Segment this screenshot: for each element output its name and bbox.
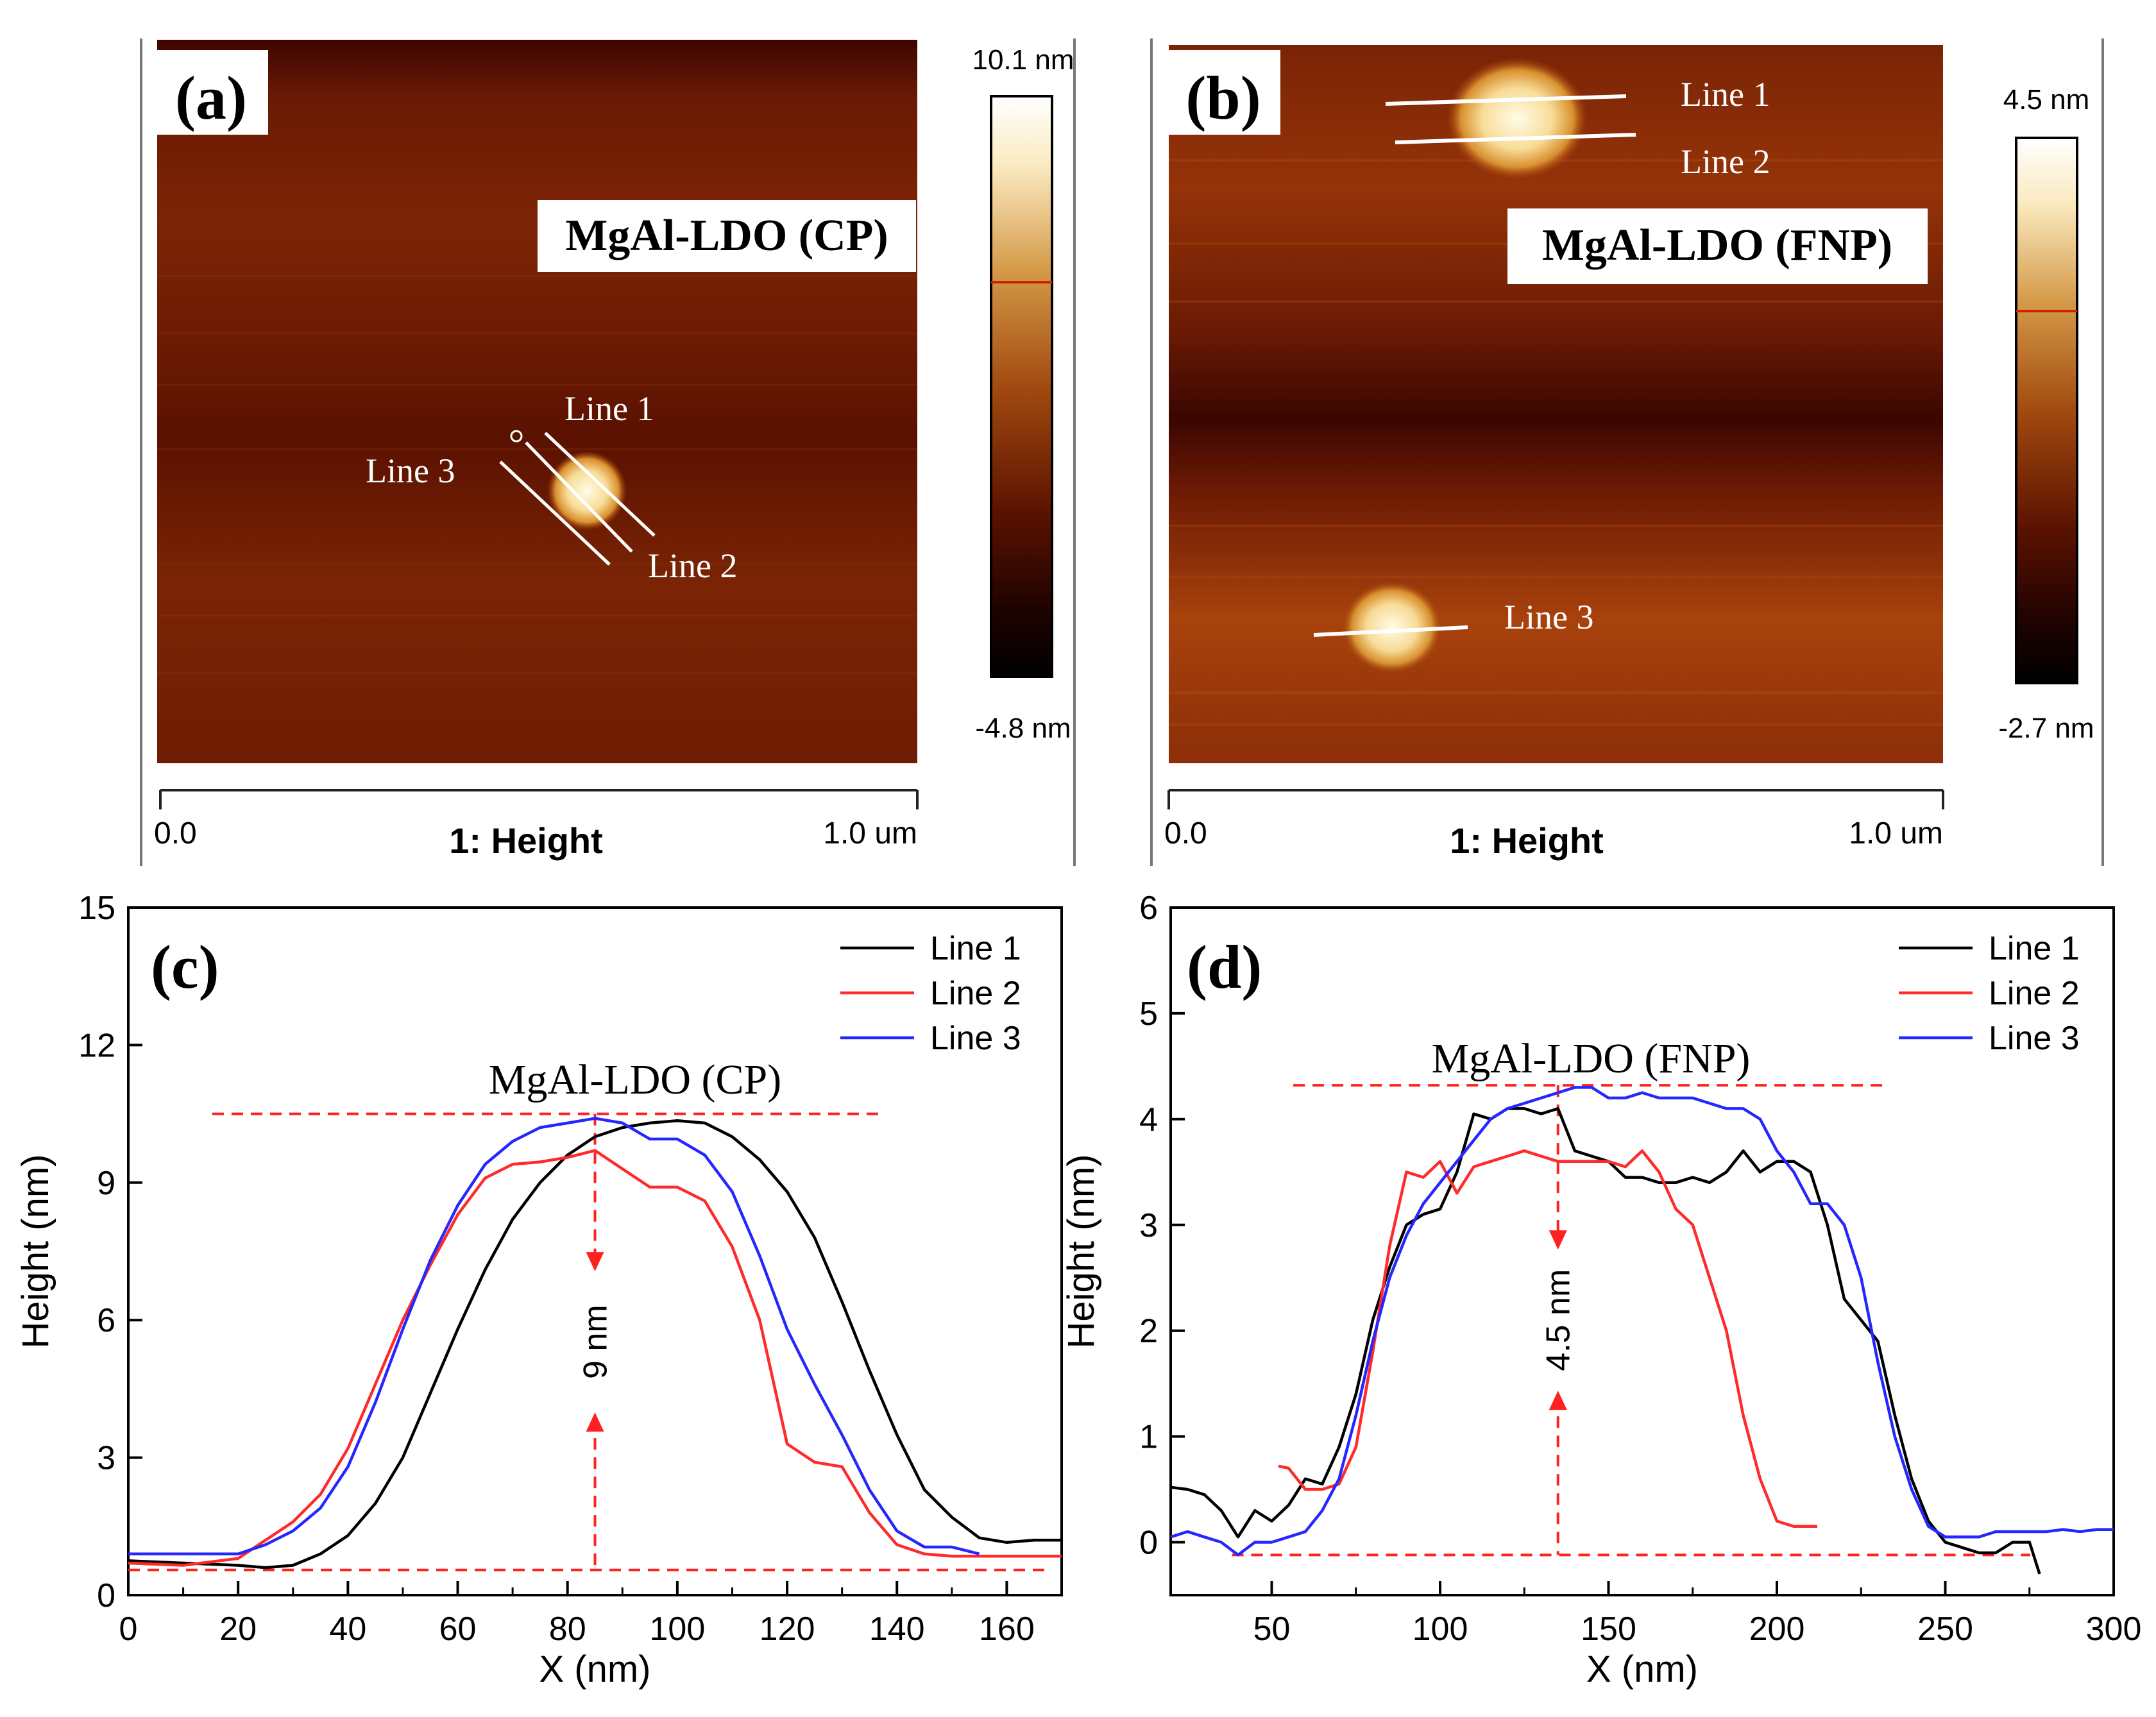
legend-label-1: Line 1	[1989, 930, 2080, 967]
y-tick-label: 4	[1139, 1101, 1158, 1138]
x-tick-label: 160	[979, 1611, 1035, 1648]
chart-c: 0 20 40 60 80 100 120 140 160 0 3 6 9 12 15 X (nm) Heigh…	[15, 890, 1063, 1690]
y-tick-label: 1	[1139, 1419, 1158, 1456]
y-tick-label: 6	[1139, 890, 1158, 927]
afm-scan-lines-a	[157, 275, 917, 675]
x-tick-label: 40	[329, 1611, 366, 1648]
panel-a-sample-label: MgAl-LDO (CP)	[565, 211, 888, 260]
panel-b-tag: (b)	[1185, 63, 1260, 132]
panel-a-line2-label: Line 2	[648, 546, 737, 585]
color-scale-a-max: 10.1 nm	[972, 44, 1074, 76]
panel-b-line3-label: Line 3	[1504, 598, 1593, 636]
series-line-1	[1170, 1107, 2041, 1575]
x-tick-label: 20	[219, 1611, 257, 1648]
x-tick-label: 140	[869, 1611, 925, 1648]
series-line-3	[128, 1117, 980, 1555]
profile-marker-a	[510, 430, 523, 443]
annotation-arrowhead-down	[586, 1252, 604, 1272]
legend-label-3: Line 3	[1989, 1020, 2080, 1057]
scale-axis-b	[1167, 789, 1944, 809]
annotation-arrowhead-up	[586, 1412, 604, 1432]
panel-b-axis-start: 0.0	[1164, 816, 1207, 850]
panel-a-line3-label: Line 3	[366, 452, 455, 490]
y-tick-label: 0	[97, 1577, 115, 1614]
panel-b-sample-label: MgAl-LDO (FNP)	[1542, 221, 1892, 270]
plot-frame	[127, 906, 1063, 1596]
afm-image-a	[157, 40, 917, 763]
annotation-arrowhead-down	[1549, 1230, 1567, 1250]
color-scale-b	[2015, 137, 2078, 684]
panel-b-axis-title: 1: Height	[1450, 820, 1604, 861]
x-tick-label: 0	[119, 1611, 138, 1648]
panel-b-line1-label: Line 1	[1681, 75, 1770, 114]
color-scale-a-min: -4.8 nm	[975, 713, 1071, 744]
panel-a-tag: (a)	[175, 63, 247, 132]
profile-lines-a	[499, 432, 656, 566]
color-scale-b-max: 4.5 nm	[2003, 84, 2090, 115]
x-tick-label: 60	[439, 1611, 477, 1648]
panel-a-axis-end: 1.0 um	[823, 816, 917, 850]
panel-a: (a) MgAl-LDO (CP) Line 1 Line 2 Line 3 1…	[140, 38, 1076, 866]
x-tick-label: 100	[1413, 1611, 1468, 1648]
panel-a-tag-box	[154, 50, 268, 135]
panel-b-line2-label: Line 2	[1681, 142, 1770, 181]
panel-b-tag-box	[1166, 50, 1280, 135]
series-line-1	[128, 1119, 1062, 1569]
series-line-2	[1278, 1149, 1817, 1528]
chart-panel-tag: (d)	[1187, 933, 1262, 1001]
panel-a-axis-title: 1: Height	[449, 820, 603, 861]
profile-lines-b	[1313, 94, 1636, 637]
particle-b-2	[1342, 581, 1442, 673]
x-tick-label: 200	[1749, 1611, 1805, 1648]
x-tick-label: 50	[1253, 1611, 1291, 1648]
x-tick-label: 300	[2086, 1611, 2142, 1648]
x-tick-label: 120	[760, 1611, 815, 1648]
color-scale-b-min: -2.7 nm	[1998, 713, 2094, 744]
legend-label-3: Line 3	[930, 1020, 1021, 1057]
chart-title: MgAl-LDO (FNP)	[1432, 1035, 1751, 1082]
x-axis-label: X (nm)	[539, 1648, 651, 1690]
x-axis-label: X (nm)	[1586, 1648, 1698, 1690]
legend-label-2: Line 2	[930, 975, 1021, 1012]
chart-title: MgAl-LDO (CP)	[489, 1056, 782, 1103]
scale-axis-a	[159, 789, 919, 809]
legend-label-2: Line 2	[1989, 975, 2080, 1012]
chart-panel-tag: (c)	[151, 933, 219, 1001]
annotation-label: 9 nm	[577, 1305, 615, 1379]
y-tick-label: 9	[97, 1165, 115, 1202]
panel-a-line1-label: Line 1	[564, 389, 654, 428]
panel-a-axis-start: 0.0	[154, 816, 197, 850]
panel-a-label-box	[538, 200, 916, 272]
legend-label-1: Line 1	[930, 930, 1021, 967]
x-tick-label: 250	[1917, 1611, 1973, 1648]
y-tick-label: 3	[97, 1440, 115, 1477]
y-tick-label: 5	[1139, 995, 1158, 1033]
y-tick-label: 2	[1139, 1313, 1158, 1350]
x-tick-label: 80	[549, 1611, 586, 1648]
annotation-arrowhead-up	[1549, 1391, 1567, 1410]
particle-a	[547, 451, 627, 530]
color-scale-a	[990, 95, 1053, 678]
panel-b: (b) MgAl-LDO (FNP) Line 1 Line 2 Line 3 …	[1150, 38, 2104, 866]
panel-b-axis-end: 1.0 um	[1849, 816, 1943, 850]
y-tick-label: 6	[97, 1302, 115, 1339]
chart-d: 50 100 150 200 250 300 0 1 2 3 4 5 6 X (nm) Height (nm…	[1060, 890, 2141, 1690]
x-tick-label: 150	[1581, 1611, 1636, 1648]
y-axis-label: Height (nm)	[15, 1155, 56, 1349]
y-tick-label: 3	[1139, 1207, 1158, 1244]
series-line-3	[1170, 1086, 2114, 1557]
y-axis-label: Height (nm)	[1060, 1155, 1102, 1349]
particle-b-1	[1447, 58, 1588, 180]
annotation-label: 4.5 nm	[1540, 1269, 1577, 1371]
y-tick-label: 12	[78, 1027, 115, 1064]
x-tick-label: 100	[649, 1611, 705, 1648]
series-line-2	[128, 1149, 1062, 1567]
y-tick-label: 15	[78, 890, 115, 927]
panel-b-label-box	[1507, 208, 1928, 284]
plot-frame	[1169, 906, 2115, 1596]
y-tick-label: 0	[1139, 1525, 1158, 1562]
